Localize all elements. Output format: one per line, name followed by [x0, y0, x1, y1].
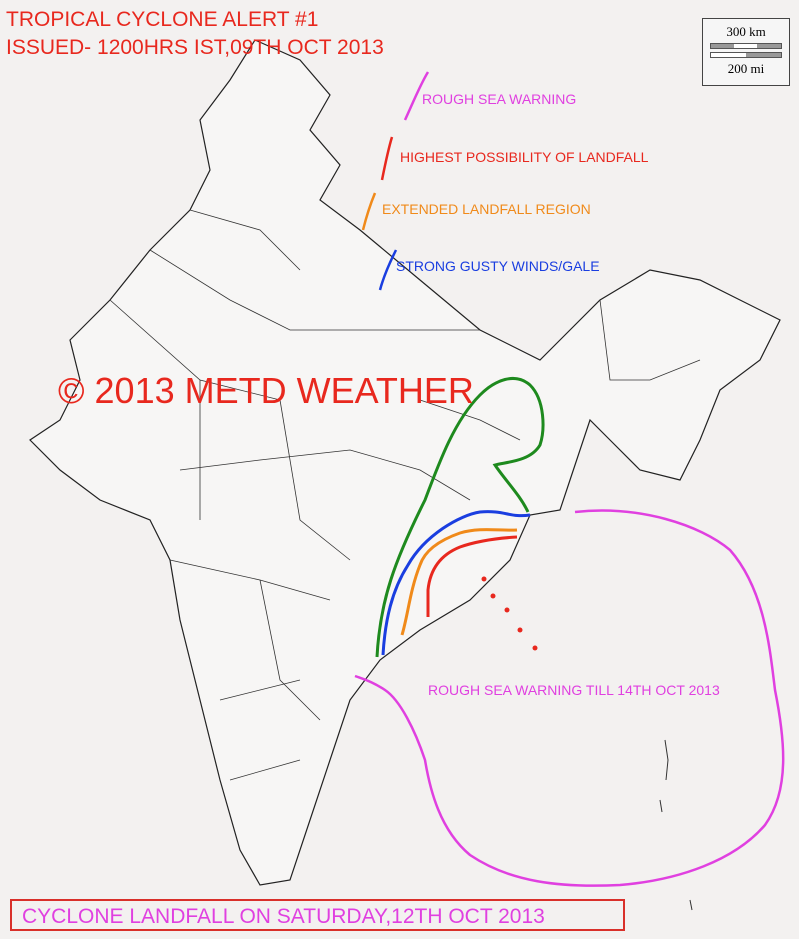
- extended-landfall-line: [400, 528, 518, 636]
- rough-sea-loop: [354, 509, 785, 887]
- legend-red-stroke: [380, 136, 394, 181]
- legend-magenta-stroke: [403, 71, 430, 121]
- india-outline: [29, 39, 781, 886]
- state-borders: [109, 209, 701, 781]
- scale-mi: 200 mi: [727, 61, 765, 76]
- sea-warning-note: ROUGH SEA WARNING TILL 14TH OCT 2013: [428, 682, 720, 698]
- landfall-line: [426, 535, 518, 617]
- islands: [659, 739, 693, 911]
- scale-mi-bar: [710, 52, 782, 58]
- alert-title: TROPICAL CYCLONE ALERT #1: [6, 8, 319, 31]
- gale-line: [381, 510, 531, 656]
- landfall-footer: CYCLONE LANDFALL ON SATURDAY,12TH OCT 20…: [10, 899, 625, 931]
- legend-orange-stroke: [361, 192, 377, 231]
- legend-gale: STRONG GUSTY WINDS/GALE: [396, 258, 600, 274]
- scale-bar: 300 km 200 mi: [702, 18, 790, 86]
- legend-landfall: HIGHEST POSSIBILITY OF LANDFALL: [400, 149, 649, 165]
- legend-extended: EXTENDED LANDFALL REGION: [382, 201, 591, 217]
- legend-blue-stroke: [378, 249, 398, 291]
- scale-km-bar: [710, 43, 782, 49]
- watermark: © 2013 METD WEATHER: [58, 370, 474, 411]
- scale-km: 300 km: [726, 24, 766, 39]
- green-zone-line: [375, 377, 545, 658]
- track-dots: [481, 576, 538, 651]
- issued-time: ISSUED- 1200HRS IST,09TH OCT 2013: [6, 36, 384, 59]
- legend-rough-sea: ROUGH SEA WARNING: [422, 91, 577, 107]
